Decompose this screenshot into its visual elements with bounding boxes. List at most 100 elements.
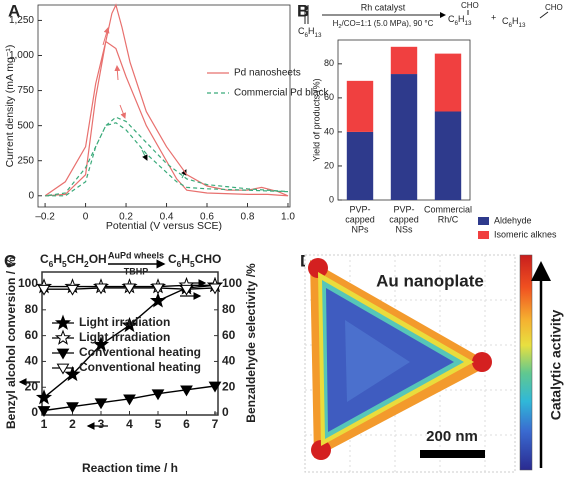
y-tick-label: 20 (25, 379, 39, 393)
legend-marker (54, 314, 72, 330)
y-tick-label: 40 (25, 354, 39, 368)
x-tick-label: capped (389, 214, 419, 224)
y-tick-label: 1,250 (9, 15, 34, 26)
scheme-conditions: H2/CO=1:1 (5.0 MPa), 90 °C (333, 19, 434, 30)
data-point (149, 292, 167, 308)
data-point (64, 365, 81, 382)
data-point (123, 283, 136, 295)
y-axis-label: Current density (mA mg⁻¹) (4, 45, 16, 168)
bar-segment (390, 46, 418, 75)
x-tick-label: 5 (155, 417, 162, 431)
data-point (123, 394, 136, 406)
y-tick-label: 60 (324, 92, 334, 102)
legend-marker (56, 348, 70, 360)
x-tick-label: 6 (183, 417, 190, 431)
scheme-product: CHO (461, 1, 479, 10)
y2-tick-label: 0 (222, 405, 229, 419)
product: C6H5CHO (168, 252, 221, 269)
bar-segment (390, 74, 418, 200)
bar-segment (346, 131, 374, 200)
scan-arrow (119, 104, 127, 119)
panel-label: A (8, 1, 20, 20)
y-tick-label: 0 (28, 190, 34, 201)
scheme-substrate: C6H13 (298, 26, 322, 39)
bar-segment (434, 53, 462, 112)
data-point (94, 283, 108, 295)
data-point (35, 389, 53, 405)
x-tick-label: 2 (69, 417, 76, 431)
scheme-plus: + (491, 12, 496, 22)
legend-label: Conventional heating (79, 345, 201, 359)
bar-segment (346, 80, 374, 132)
legend-label: Aldehyde (494, 215, 532, 225)
bond (539, 11, 549, 19)
y-tick-label: 40 (324, 126, 334, 136)
scheme-catalyst: Rh catalyst (361, 2, 406, 12)
x-tick-label: PVP- (393, 204, 414, 214)
y2-tick-label: 80 (222, 302, 236, 316)
data-point (66, 284, 79, 296)
x-tick-label: Rh/C (438, 214, 459, 224)
data-point (94, 398, 108, 410)
y2-tick-label: 100 (222, 276, 242, 290)
legend-label: Light irradiation (79, 315, 170, 329)
image-title: Au nanoplate (376, 271, 484, 290)
legend-swatch (478, 231, 489, 239)
data-point (180, 385, 193, 397)
legend-swatch (478, 217, 489, 225)
data-point (180, 284, 193, 296)
y2-tick-label: 40 (222, 354, 236, 368)
y-tick-label: 80 (25, 302, 39, 316)
x-tick-label: Commercial (424, 204, 472, 214)
y2-tick-label: 20 (222, 379, 236, 393)
y-tick-label: 750 (17, 85, 34, 96)
x-tick-label: 4 (126, 417, 133, 431)
x-tick-label: 1.0 (281, 212, 295, 223)
x-tick-label: capped (345, 214, 375, 224)
x-tick-label: –0.2 (35, 212, 55, 223)
legend-marker (54, 329, 72, 345)
y-tick-label: 80 (324, 58, 334, 68)
y-tick-label: 0 (329, 194, 334, 204)
y-tick-label: 20 (324, 160, 334, 170)
plot-frame (37, 4, 291, 208)
scan-arrow (102, 27, 110, 46)
catalyst: AuPd wheels (108, 250, 164, 260)
y2-axis-label: Benzaldehyde selectivity /% (244, 263, 258, 423)
x-tick-label: PVP- (349, 204, 370, 214)
legend-label: Conventional heating (79, 360, 201, 374)
series-line (44, 3, 289, 197)
x-tick-label: 0.4 (160, 212, 174, 223)
bar-segment (434, 111, 462, 200)
x-tick-label: 0 (83, 212, 89, 223)
oxidant: TBHP (124, 266, 149, 276)
legend-label: Light irradiation (79, 330, 170, 344)
x-tick-label: NPs (351, 224, 369, 234)
series-line (45, 116, 289, 197)
data-point (37, 406, 51, 417)
y-tick-label: 60 (25, 328, 39, 342)
y-tick-label: 100 (18, 276, 38, 290)
data-point (151, 283, 165, 295)
data-point (208, 381, 222, 393)
x-tick-label: 1 (41, 417, 48, 431)
scheme-product: CHO (545, 3, 563, 12)
y-tick-label: 1,000 (9, 50, 34, 61)
scheme-product: C6H13 (448, 14, 472, 27)
scan-arrow (181, 169, 187, 179)
data-point (66, 402, 79, 414)
x-axis-label: Reaction time / h (82, 461, 178, 475)
data-point (151, 389, 165, 401)
legend-marker (56, 363, 70, 375)
y-axis-label: Benzyl alcohol conversion / % (4, 257, 18, 429)
x-tick-label: 0.8 (241, 212, 255, 223)
colorbar-label: Catalytic activity (548, 310, 564, 421)
y-tick-label: 250 (17, 155, 34, 166)
scheme-product: C6H13 (502, 16, 526, 29)
y-tick-label: 500 (17, 120, 34, 131)
legend-label: Commercial Pd black (234, 88, 329, 99)
scan-arrow (141, 149, 148, 161)
panel-label: B (297, 1, 309, 20)
x-tick-label: 0.2 (119, 212, 133, 223)
